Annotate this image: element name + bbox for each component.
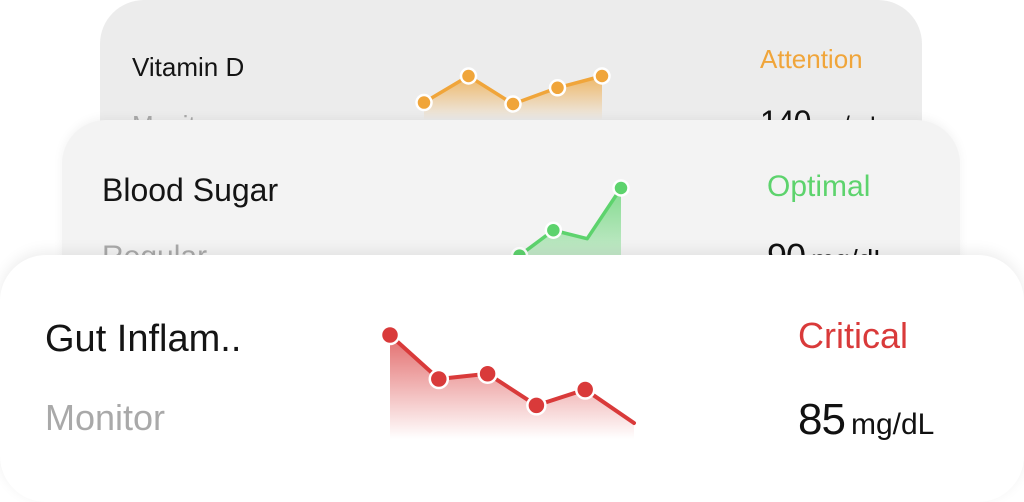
trend-point (544, 221, 563, 239)
card-subtitle: Monitor (45, 397, 166, 438)
trend-point (593, 67, 611, 85)
trend-point (504, 95, 522, 113)
trend-sparkline (415, 67, 611, 120)
trend-point (612, 179, 630, 197)
result-unit: mg/dL (850, 408, 935, 441)
result-number: 85 (798, 395, 846, 444)
card-title: Blood Sugar (102, 172, 279, 208)
trend-point (379, 324, 401, 346)
status-badge: Attention (760, 44, 863, 74)
gut-inflammation-card[interactable]: Gut Inflam.. Monitor Critical 85 mg/dL (0, 255, 1024, 502)
trend-area (424, 76, 602, 120)
trend-sparkline (379, 324, 636, 439)
trend-point (459, 67, 478, 85)
trend-point (526, 395, 547, 416)
trend-area (390, 335, 634, 439)
card-title: Gut Inflam.. (45, 318, 242, 360)
trend-point (428, 368, 450, 390)
trend-point (548, 79, 567, 97)
status-badge: Optimal (767, 170, 871, 203)
trend-point (574, 379, 596, 400)
trend-point (477, 363, 498, 384)
trend-point (415, 93, 433, 112)
status-badge: Critical (798, 315, 909, 356)
result-value: 85 mg/dL (798, 395, 934, 445)
card-title: Vitamin D (132, 52, 245, 82)
